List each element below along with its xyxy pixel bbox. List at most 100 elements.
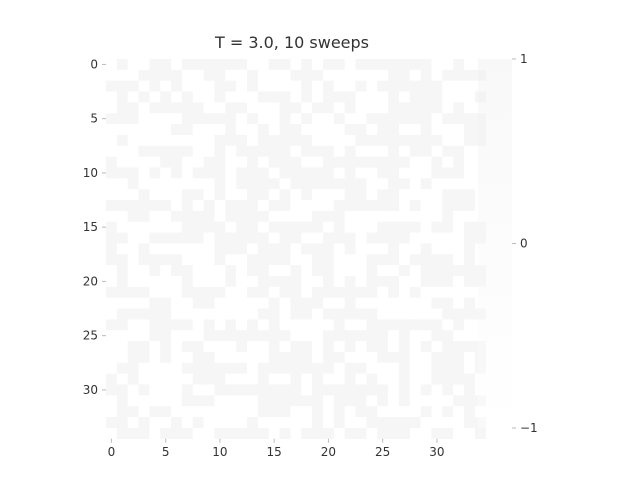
heatmap-cell: [247, 254, 259, 266]
heatmap-cell: [301, 210, 313, 222]
heatmap-cell: [181, 232, 193, 244]
heatmap-cell: [149, 276, 161, 288]
heatmap-cell: [268, 232, 280, 244]
heatmap-cell: [464, 351, 476, 363]
heatmap-cell: [236, 341, 248, 353]
heatmap-cell: [442, 384, 454, 396]
heatmap-cell: [192, 80, 204, 92]
heatmap-cell: [171, 297, 183, 309]
heatmap-cell: [366, 59, 378, 71]
heatmap-cell: [301, 297, 313, 309]
heatmap-cell: [377, 80, 389, 92]
heatmap-cell: [268, 91, 280, 103]
heatmap-cell: [160, 417, 172, 429]
heatmap-cell: [453, 134, 465, 146]
heatmap-cell: [214, 145, 226, 157]
heatmap-cell: [160, 406, 172, 418]
heatmap-cell: [214, 59, 226, 71]
heatmap-cell: [192, 265, 204, 277]
heatmap-cell: [366, 319, 378, 331]
heatmap-cell: [138, 124, 150, 136]
heatmap-cell: [214, 91, 226, 103]
heatmap-cell: [247, 297, 259, 309]
heatmap-cell: [442, 395, 454, 407]
heatmap-cell: [366, 330, 378, 342]
heatmap-cell: [116, 297, 128, 309]
heatmap-cell: [181, 59, 193, 71]
heatmap-cell: [355, 330, 367, 342]
heatmap-cell: [279, 373, 291, 385]
heatmap-cell: [127, 362, 139, 374]
heatmap-cell: [160, 319, 172, 331]
heatmap-cell: [149, 113, 161, 125]
heatmap-cell: [409, 384, 421, 396]
heatmap-cell: [257, 265, 269, 277]
heatmap-cell: [149, 59, 161, 71]
heatmap-cell: [323, 319, 335, 331]
heatmap-cell: [464, 406, 476, 418]
heatmap-cell: [225, 91, 237, 103]
heatmap-cell: [236, 395, 248, 407]
heatmap-cell: [409, 221, 421, 233]
heatmap-cell: [257, 373, 269, 385]
heatmap-cell: [388, 395, 400, 407]
heatmap-cell: [355, 80, 367, 92]
heatmap-cell: [160, 351, 172, 363]
heatmap-cell: [106, 124, 118, 136]
heatmap-cell: [355, 102, 367, 114]
heatmap-cell: [279, 384, 291, 396]
heatmap-cell: [355, 113, 367, 125]
heatmap-cell: [181, 254, 193, 266]
heatmap-cell: [116, 178, 128, 190]
heatmap-cell: [388, 210, 400, 222]
heatmap-cell: [398, 427, 410, 439]
heatmap-cell: [398, 134, 410, 146]
heatmap-cell: [192, 286, 204, 298]
heatmap-cell: [442, 200, 454, 212]
heatmap-cell: [355, 59, 367, 71]
heatmap-cell: [377, 427, 389, 439]
heatmap-cell: [214, 200, 226, 212]
heatmap-cell: [279, 221, 291, 233]
heatmap-cell: [431, 124, 443, 136]
heatmap-cell: [214, 406, 226, 418]
heatmap-cell: [464, 297, 476, 309]
heatmap-cell: [464, 210, 476, 222]
heatmap-cell: [225, 69, 237, 81]
heatmap-cell: [138, 406, 150, 418]
heatmap-cell: [106, 102, 118, 114]
heatmap-cell: [247, 124, 259, 136]
heatmap-cell: [181, 200, 193, 212]
heatmap-cell: [377, 69, 389, 81]
heatmap-cell: [377, 406, 389, 418]
heatmap-cell: [236, 178, 248, 190]
heatmap-cell: [312, 134, 324, 146]
heatmap-cell: [290, 265, 302, 277]
heatmap-cell: [203, 210, 215, 222]
heatmap-cell: [171, 373, 183, 385]
heatmap-cell: [236, 297, 248, 309]
heatmap-cell: [225, 232, 237, 244]
heatmap-cell: [464, 254, 476, 266]
heatmap-cell: [442, 286, 454, 298]
heatmap-cell: [377, 373, 389, 385]
heatmap-cell: [301, 406, 313, 418]
heatmap-cell: [236, 124, 248, 136]
heatmap-cell: [268, 254, 280, 266]
heatmap-cell: [236, 362, 248, 374]
heatmap-cell: [344, 265, 356, 277]
heatmap-cell: [409, 254, 421, 266]
heatmap-cell: [236, 167, 248, 179]
heatmap-cell: [149, 373, 161, 385]
heatmap-cell: [420, 200, 432, 212]
heatmap-cell: [192, 362, 204, 374]
heatmap-cell: [398, 178, 410, 190]
heatmap-cell: [453, 417, 465, 429]
heatmap-cell: [344, 189, 356, 201]
heatmap-cell: [268, 69, 280, 81]
heatmap-cell: [149, 427, 161, 439]
heatmap-cell: [464, 286, 476, 298]
heatmap-cell: [388, 254, 400, 266]
heatmap-cell: [257, 145, 269, 157]
heatmap-cell: [312, 189, 324, 201]
